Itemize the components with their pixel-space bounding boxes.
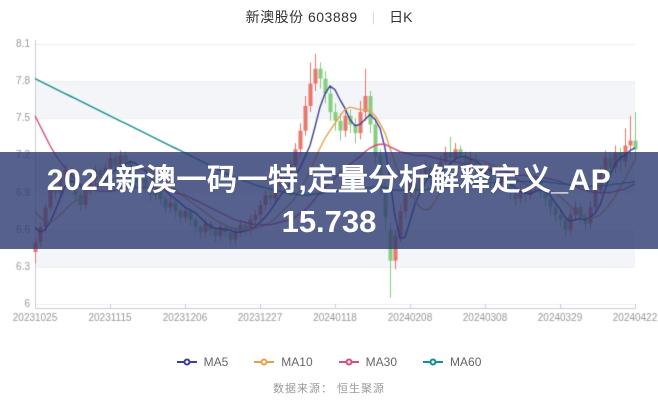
ma-legend: MA5 MA10 MA30 MA60	[0, 352, 658, 372]
legend-item-ma60[interactable]: MA60	[423, 355, 481, 369]
legend-label: MA10	[281, 355, 313, 369]
legend-label: MA60	[450, 355, 482, 369]
ma30-marker-icon	[338, 358, 359, 366]
watermark-text-line1: 2024新澳一码一特,定量分析解释定义_AP	[46, 163, 612, 197]
legend-label: MA30	[365, 355, 398, 369]
ma60-marker-icon	[423, 358, 444, 366]
watermark-text-line2: 15.738	[281, 203, 377, 239]
ma10-marker-icon	[254, 358, 275, 366]
legend-item-ma10[interactable]: MA10	[254, 355, 313, 369]
legend-label: MA5	[203, 355, 229, 369]
ma5-marker-icon	[176, 358, 197, 366]
legend-item-ma30[interactable]: MA30	[338, 355, 398, 369]
data-source-note: 数据来源： 恒生聚源	[272, 383, 386, 395]
legend-item-ma5[interactable]: MA5	[176, 355, 229, 369]
watermark-banner: 2024新澳一码一特,定量分析解释定义_AP 15.738	[0, 152, 658, 249]
